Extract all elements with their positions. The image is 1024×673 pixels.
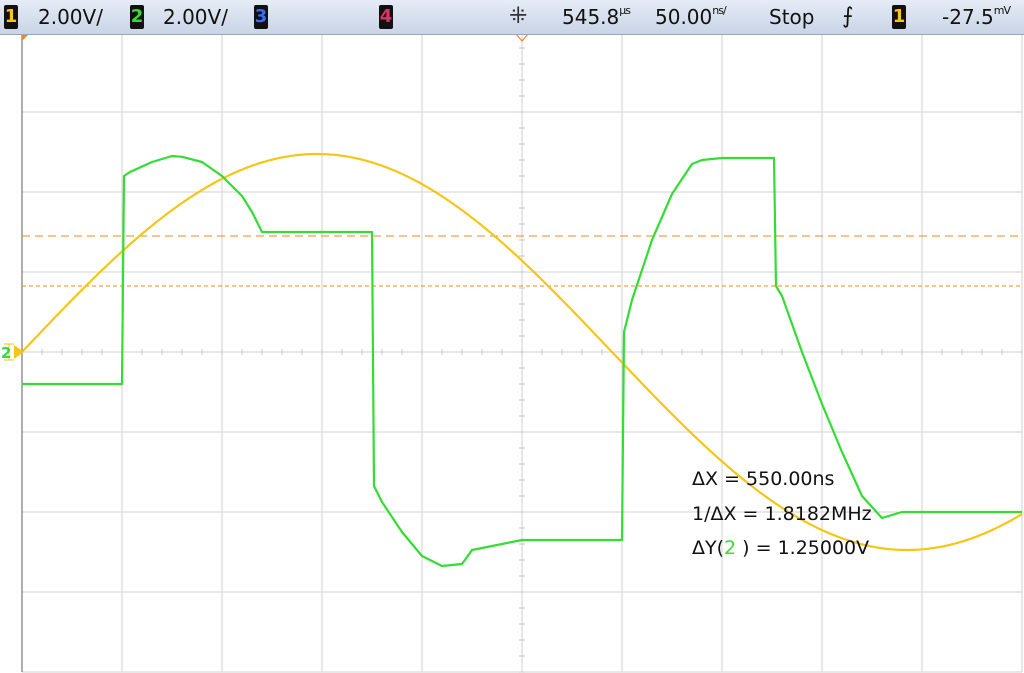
- ch4-badge[interactable]: 4: [379, 5, 393, 29]
- trigger-level-unit: mV: [993, 4, 1011, 17]
- trigger-position-marker[interactable]: [516, 35, 528, 42]
- timebase-readout[interactable]: 50.00ns/: [655, 0, 727, 34]
- measurement-panel: ΔX = 550.00ns 1/ΔX = 1.8182MHz ΔY(2 ) = …: [692, 462, 872, 566]
- delay-icon: ⁜: [509, 4, 528, 29]
- inverse-delta-x-label: 1/ΔX =: [692, 502, 765, 525]
- ch2-ground-label: 2: [1, 344, 11, 362]
- inverse-delta-x-value: 1.8182MHz: [764, 502, 872, 525]
- delay-unit: µs: [619, 4, 631, 17]
- trigger-source-badge[interactable]: 1: [892, 5, 906, 29]
- timebase-unit: ns/: [712, 4, 726, 17]
- ch1-scale[interactable]: 2.00V/: [38, 5, 103, 29]
- ch2-badge[interactable]: 2: [130, 5, 144, 29]
- delay-readout[interactable]: 545.8µs: [562, 0, 631, 34]
- ch3-badge[interactable]: 3: [254, 5, 268, 29]
- delta-x-label: ΔX =: [692, 468, 747, 490]
- ch1-ground-marker[interactable]: [14, 345, 24, 359]
- trace-1: [21, 152, 1023, 552]
- delta-y-channel: 2: [724, 537, 737, 559]
- traces: [21, 152, 1023, 568]
- delta-y-label-end: ) =: [736, 537, 778, 559]
- ch2-scale[interactable]: 2.00V/: [163, 5, 228, 29]
- y-cursors[interactable]: [22, 235, 1022, 287]
- delta-y-row: ΔY(2 ) = 1.25000V: [692, 531, 872, 566]
- trace-2: [22, 154, 1022, 568]
- delta-y-label: ΔY(: [692, 537, 725, 559]
- grid: [21, 35, 1023, 673]
- delta-y-value: 1.25000V: [777, 537, 870, 559]
- markers: 2: [1, 35, 528, 362]
- waveform-display[interactable]: 2 ΔX = 550.00ns 1/ΔX = 1.8182MHz ΔY(2 ) …: [0, 35, 1024, 673]
- trigger-level-value: -27.5: [942, 5, 994, 29]
- status-bar: 1 2.00V/ 2 2.00V/ 3 4 ⁜ 545.8µs 50.00ns/…: [0, 0, 1024, 35]
- timebase-value: 50.00: [655, 5, 713, 29]
- delta-x-row: ΔX = 550.00ns: [692, 462, 872, 497]
- run-state[interactable]: Stop: [769, 5, 815, 29]
- trigger-edge-icon: ⨍: [842, 4, 854, 29]
- inverse-delta-x-row: 1/ΔX = 1.8182MHz: [692, 497, 872, 532]
- scope-graticule: 2: [1, 35, 1023, 673]
- time-reference-marker: [22, 35, 28, 41]
- delta-x-value: 550.00ns: [746, 468, 835, 490]
- trigger-level[interactable]: -27.5mV: [942, 0, 1011, 34]
- ch1-badge[interactable]: 1: [4, 5, 18, 29]
- delay-value: 545.8: [562, 5, 620, 29]
